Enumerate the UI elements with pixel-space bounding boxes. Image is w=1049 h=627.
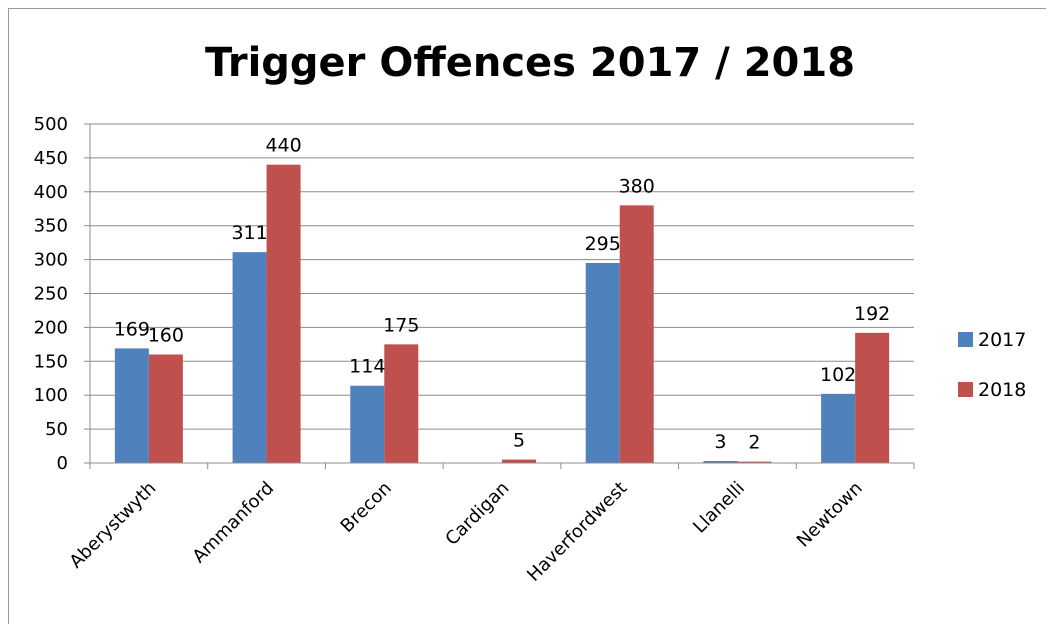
axes: 0 50 100 150 200 250 300 350 400 450 500 Aberystwyt… xyxy=(34,114,915,586)
bar-2018-Haverfordwest xyxy=(619,205,654,464)
y-tick-label-350: 350 xyxy=(34,216,68,237)
data-label-2017-Brecon: 114 xyxy=(349,356,385,378)
x-tick-label-Brecon: Brecon xyxy=(337,478,396,537)
data-label-2018-Newtown: 192 xyxy=(854,303,890,325)
x-tick-label-Llanelli: Llanelli xyxy=(689,478,749,538)
bar-2017-Haverfordwest xyxy=(585,262,620,463)
legend-swatch-2018 xyxy=(958,382,973,397)
data-label-2018-Aberystwyth: 160 xyxy=(148,325,184,347)
bar-2018-Brecon xyxy=(384,344,419,463)
x-tick-label-Haverfordwest: Haverfordwest xyxy=(523,478,631,586)
y-tick-label-50: 50 xyxy=(45,419,68,440)
y-tick-label-100: 100 xyxy=(34,385,68,406)
bar-2018-Newtown xyxy=(855,332,890,463)
bar-2017-Brecon xyxy=(350,385,385,463)
data-label-2018-Cardigan: 5 xyxy=(513,430,525,452)
y-tick-label-150: 150 xyxy=(34,351,68,372)
y-tick-label-300: 300 xyxy=(34,250,68,271)
data-label-2018-Brecon: 175 xyxy=(383,314,419,336)
y-tick-label-200: 200 xyxy=(34,317,68,338)
x-tick-label-Aberystwyth: Aberystwyth xyxy=(66,478,161,573)
chart-frame xyxy=(8,8,1046,624)
bar-2017-Aberystwyth xyxy=(114,348,149,463)
data-label-2017-Newtown: 102 xyxy=(820,364,856,386)
bar-2018-Aberystwyth xyxy=(148,354,183,463)
bar-2018-Cardigan xyxy=(502,459,536,463)
bar-2018-Llanelli xyxy=(737,461,772,463)
y-tick-label-500: 500 xyxy=(34,114,68,135)
data-label-2017-Ammanford: 311 xyxy=(231,222,267,244)
bar-2018-Ammanford xyxy=(266,164,301,463)
data-label-2018-Haverfordwest: 380 xyxy=(619,175,655,197)
data-label-2017-Aberystwyth: 169 xyxy=(114,318,150,340)
data-label-2017-Llanelli: 3 xyxy=(714,431,726,453)
bars xyxy=(114,164,890,464)
legend-swatch-2017 xyxy=(958,332,973,347)
chart-title: Trigger Offences 2017 / 2018 xyxy=(204,40,856,86)
legend-label-2017: 2017 xyxy=(978,329,1026,351)
x-tick-label-Newtown: Newtown xyxy=(793,478,867,552)
y-tick-label-450: 450 xyxy=(34,148,68,169)
bar-2017-Ammanford xyxy=(232,252,267,463)
y-tick-label-250: 250 xyxy=(34,284,68,305)
gridlines xyxy=(90,123,914,430)
legend: 2017 2018 xyxy=(958,329,1026,401)
y-tick-label-400: 400 xyxy=(34,182,68,203)
x-tick-label-Cardigan: Cardigan xyxy=(441,478,513,550)
data-label-2018-Ammanford: 440 xyxy=(265,135,301,157)
data-label-2017-Haverfordwest: 295 xyxy=(585,233,621,255)
legend-label-2018: 2018 xyxy=(978,379,1026,401)
y-tick-label-0: 0 xyxy=(57,453,68,474)
data-label-2018-Llanelli: 2 xyxy=(748,432,760,454)
bar-2017-Llanelli xyxy=(703,460,738,463)
bar-2017-Newtown xyxy=(821,393,856,463)
x-tick-label-Ammanford: Ammanford xyxy=(189,478,279,568)
